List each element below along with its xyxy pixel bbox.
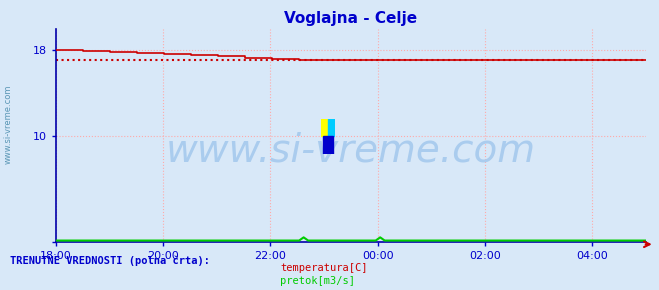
Text: temperatura[C]: temperatura[C] (280, 263, 368, 273)
Bar (321, 119, 328, 136)
Text: www.si-vreme.com: www.si-vreme.com (166, 131, 536, 169)
Bar (328, 119, 335, 136)
Title: Voglajna - Celje: Voglajna - Celje (284, 11, 418, 26)
Text: TRENUTNE VREDNOSTI (polna črta):: TRENUTNE VREDNOSTI (polna črta): (10, 255, 210, 266)
Text: pretok[m3/s]: pretok[m3/s] (280, 276, 355, 286)
Text: www.si-vreme.com: www.si-vreme.com (3, 85, 13, 164)
Bar (323, 136, 333, 154)
